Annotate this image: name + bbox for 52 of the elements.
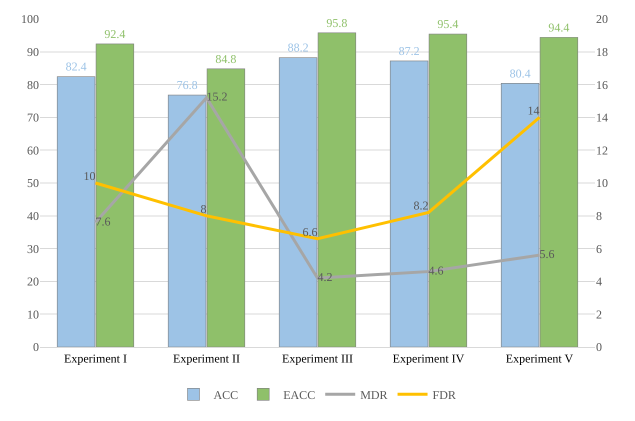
- y-tick-label: 90: [27, 45, 39, 59]
- y2-tick-label: 6: [596, 242, 602, 256]
- y-tick-label: 40: [27, 209, 39, 223]
- y2-tick-label: 2: [596, 307, 602, 322]
- x-tick-label: Experiment V: [506, 351, 574, 366]
- y2-tick-label: 10: [596, 176, 608, 190]
- legend-label: ACC: [214, 388, 238, 402]
- data-label: 80.4: [510, 66, 531, 80]
- y-tick-label: 20: [27, 274, 39, 289]
- y-tick-label: 100: [21, 12, 39, 26]
- data-label: 4.2: [318, 270, 332, 284]
- data-label: 14: [528, 103, 540, 118]
- y2-tick-label: 12: [596, 143, 608, 158]
- y2-tick-label: 0: [596, 340, 602, 354]
- data-label: 5.6: [540, 247, 554, 262]
- legend-label: FDR: [432, 388, 456, 402]
- x-tick-label: Experiment III: [282, 351, 353, 366]
- data-label: 92.4: [104, 26, 126, 41]
- data-label: 94.4: [548, 20, 570, 34]
- y-tick-label: 70: [27, 110, 39, 125]
- y2-tick-label: 8: [596, 209, 602, 223]
- data-label: 8.2: [414, 198, 428, 213]
- y-tick-label: 30: [27, 242, 39, 256]
- data-label: 10: [84, 169, 96, 183]
- data-label: 6.6: [302, 224, 318, 239]
- data-label: 82.4: [66, 60, 87, 74]
- data-label: 95.8: [326, 16, 348, 30]
- y-tick-label: 60: [27, 143, 39, 158]
- y2-tick-label: 18: [596, 45, 608, 59]
- y-tick-label: 50: [27, 176, 39, 190]
- data-label: 8: [200, 202, 206, 216]
- legend-label: EACC: [283, 388, 316, 402]
- data-label: 76.8: [176, 78, 198, 92]
- data-label: 7.6: [96, 214, 110, 228]
- y2-tick-label: 20: [596, 12, 608, 26]
- data-label: 88.2: [288, 40, 309, 55]
- y-tick-label: 10: [27, 307, 39, 322]
- x-tick-label: Experiment IV: [392, 351, 465, 366]
- data-label: 87.2: [398, 44, 420, 58]
- y-tick-label: 0: [33, 340, 39, 354]
- line-series: [94, 116, 541, 240]
- legend-label: MDR: [360, 388, 388, 402]
- y2-tick-label: 16: [596, 78, 608, 92]
- data-label: 95.4: [437, 17, 458, 32]
- x-tick-label: Experiment I: [64, 351, 127, 366]
- y2-tick-label: 4: [596, 274, 602, 289]
- y2-tick-label: 14: [596, 110, 608, 125]
- data-label: 4.6: [428, 264, 444, 278]
- x-tick-label: Experiment II: [173, 351, 240, 366]
- y-tick-label: 80: [27, 78, 39, 92]
- data-label: 15.2: [206, 90, 228, 104]
- data-label: 84.8: [215, 52, 236, 66]
